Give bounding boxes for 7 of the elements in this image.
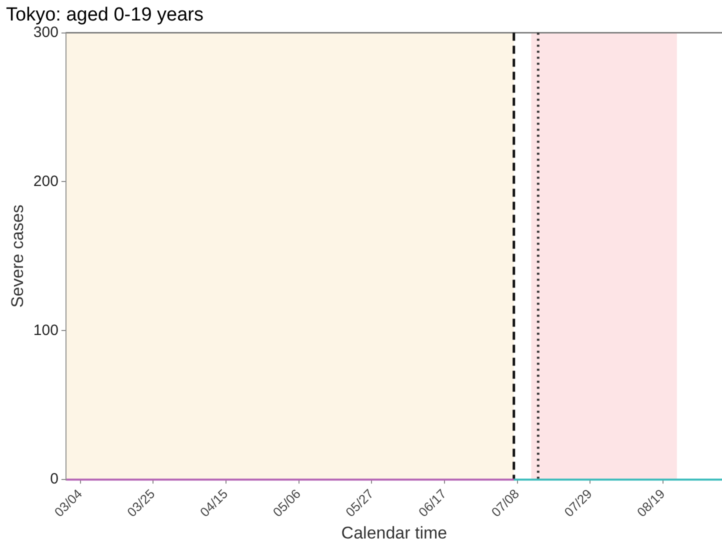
y-axis-title: Severe cases (8, 204, 27, 308)
x-axis-title: Calendar time (341, 523, 448, 542)
y-tick-label: 100 (33, 322, 58, 339)
y-tick-label: 300 (33, 24, 58, 41)
y-tick-label: 200 (33, 172, 58, 190)
y-tick-label: 0 (50, 470, 58, 488)
chart-title: Tokyo: aged 0-19 years (6, 4, 204, 26)
